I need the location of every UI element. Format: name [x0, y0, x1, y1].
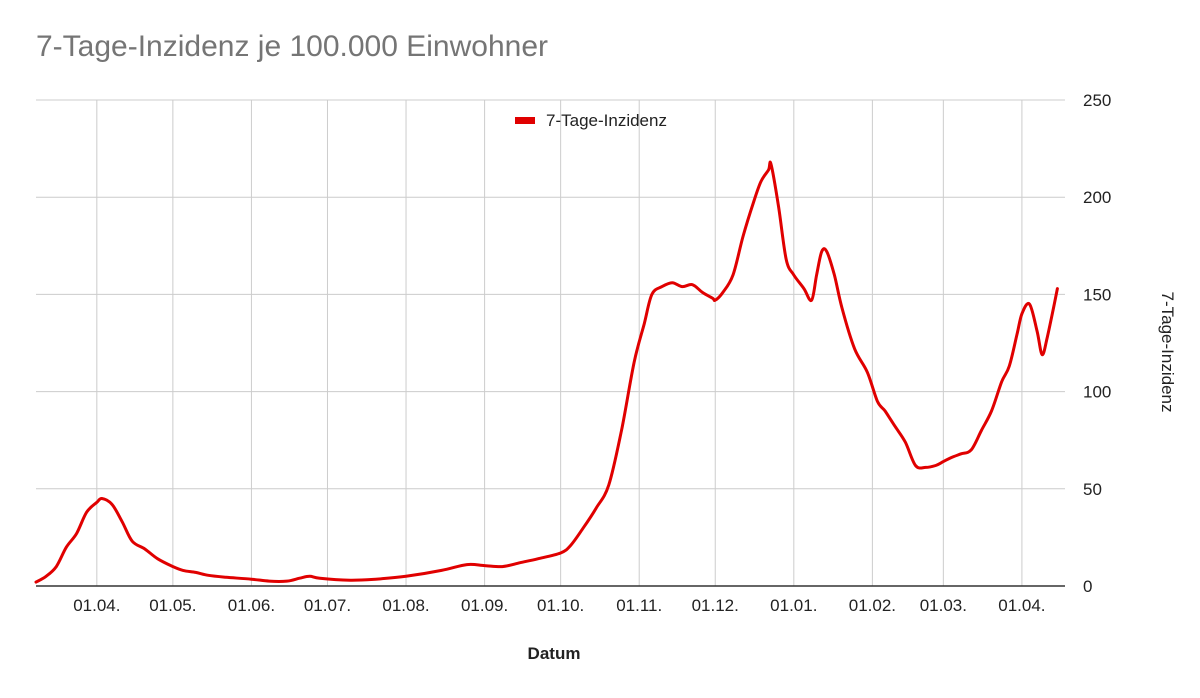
y-axis-title: 7-Tage-Inzidenz: [1158, 292, 1177, 413]
x-tick-label: 01.03.: [920, 596, 967, 615]
x-tick-label: 01.12.: [692, 596, 739, 615]
gridlines: [36, 99, 1065, 586]
x-tick-label: 01.07.: [304, 596, 351, 615]
x-tick-label: 01.04.: [73, 596, 120, 615]
x-tick-label: 01.01.: [770, 596, 817, 615]
legend-label: 7-Tage-Inzidenz: [546, 111, 667, 130]
x-tick-label: 01.02.: [849, 596, 896, 615]
legend-swatch: [515, 117, 535, 124]
y-tick-label: 200: [1083, 188, 1111, 207]
y-tick-label: 150: [1083, 285, 1111, 304]
chart-title: 7-Tage-Inzidenz je 100.000 Einwohner: [36, 30, 549, 63]
x-tick-label: 01.06.: [228, 596, 275, 615]
x-tick-label: 01.11.: [616, 596, 662, 615]
x-tick-label: 01.09.: [461, 596, 508, 615]
y-tick-label: 100: [1083, 383, 1111, 402]
x-axis-title: Datum: [528, 644, 581, 663]
x-tick-label: 01.10.: [537, 596, 584, 615]
x-tick-label: 01.08.: [382, 596, 429, 615]
x-tick-label: 01.04.: [998, 596, 1045, 615]
x-tick-label: 01.05.: [149, 596, 196, 615]
y-tick-label: 0: [1083, 577, 1092, 596]
y-tick-label: 50: [1083, 480, 1102, 499]
y-tick-label: 250: [1083, 91, 1111, 110]
x-tick-labels: 01.04. 01.05. 01.06. 01.07. 01.08. 01.09. 01.1…: [73, 596, 1045, 615]
series-line-7-tage-inzidenz: [34, 160, 1059, 584]
y-tick-labels: 0 50 100 150 200 250: [1083, 91, 1111, 596]
legend: 7-Tage-Inzidenz: [515, 111, 667, 130]
